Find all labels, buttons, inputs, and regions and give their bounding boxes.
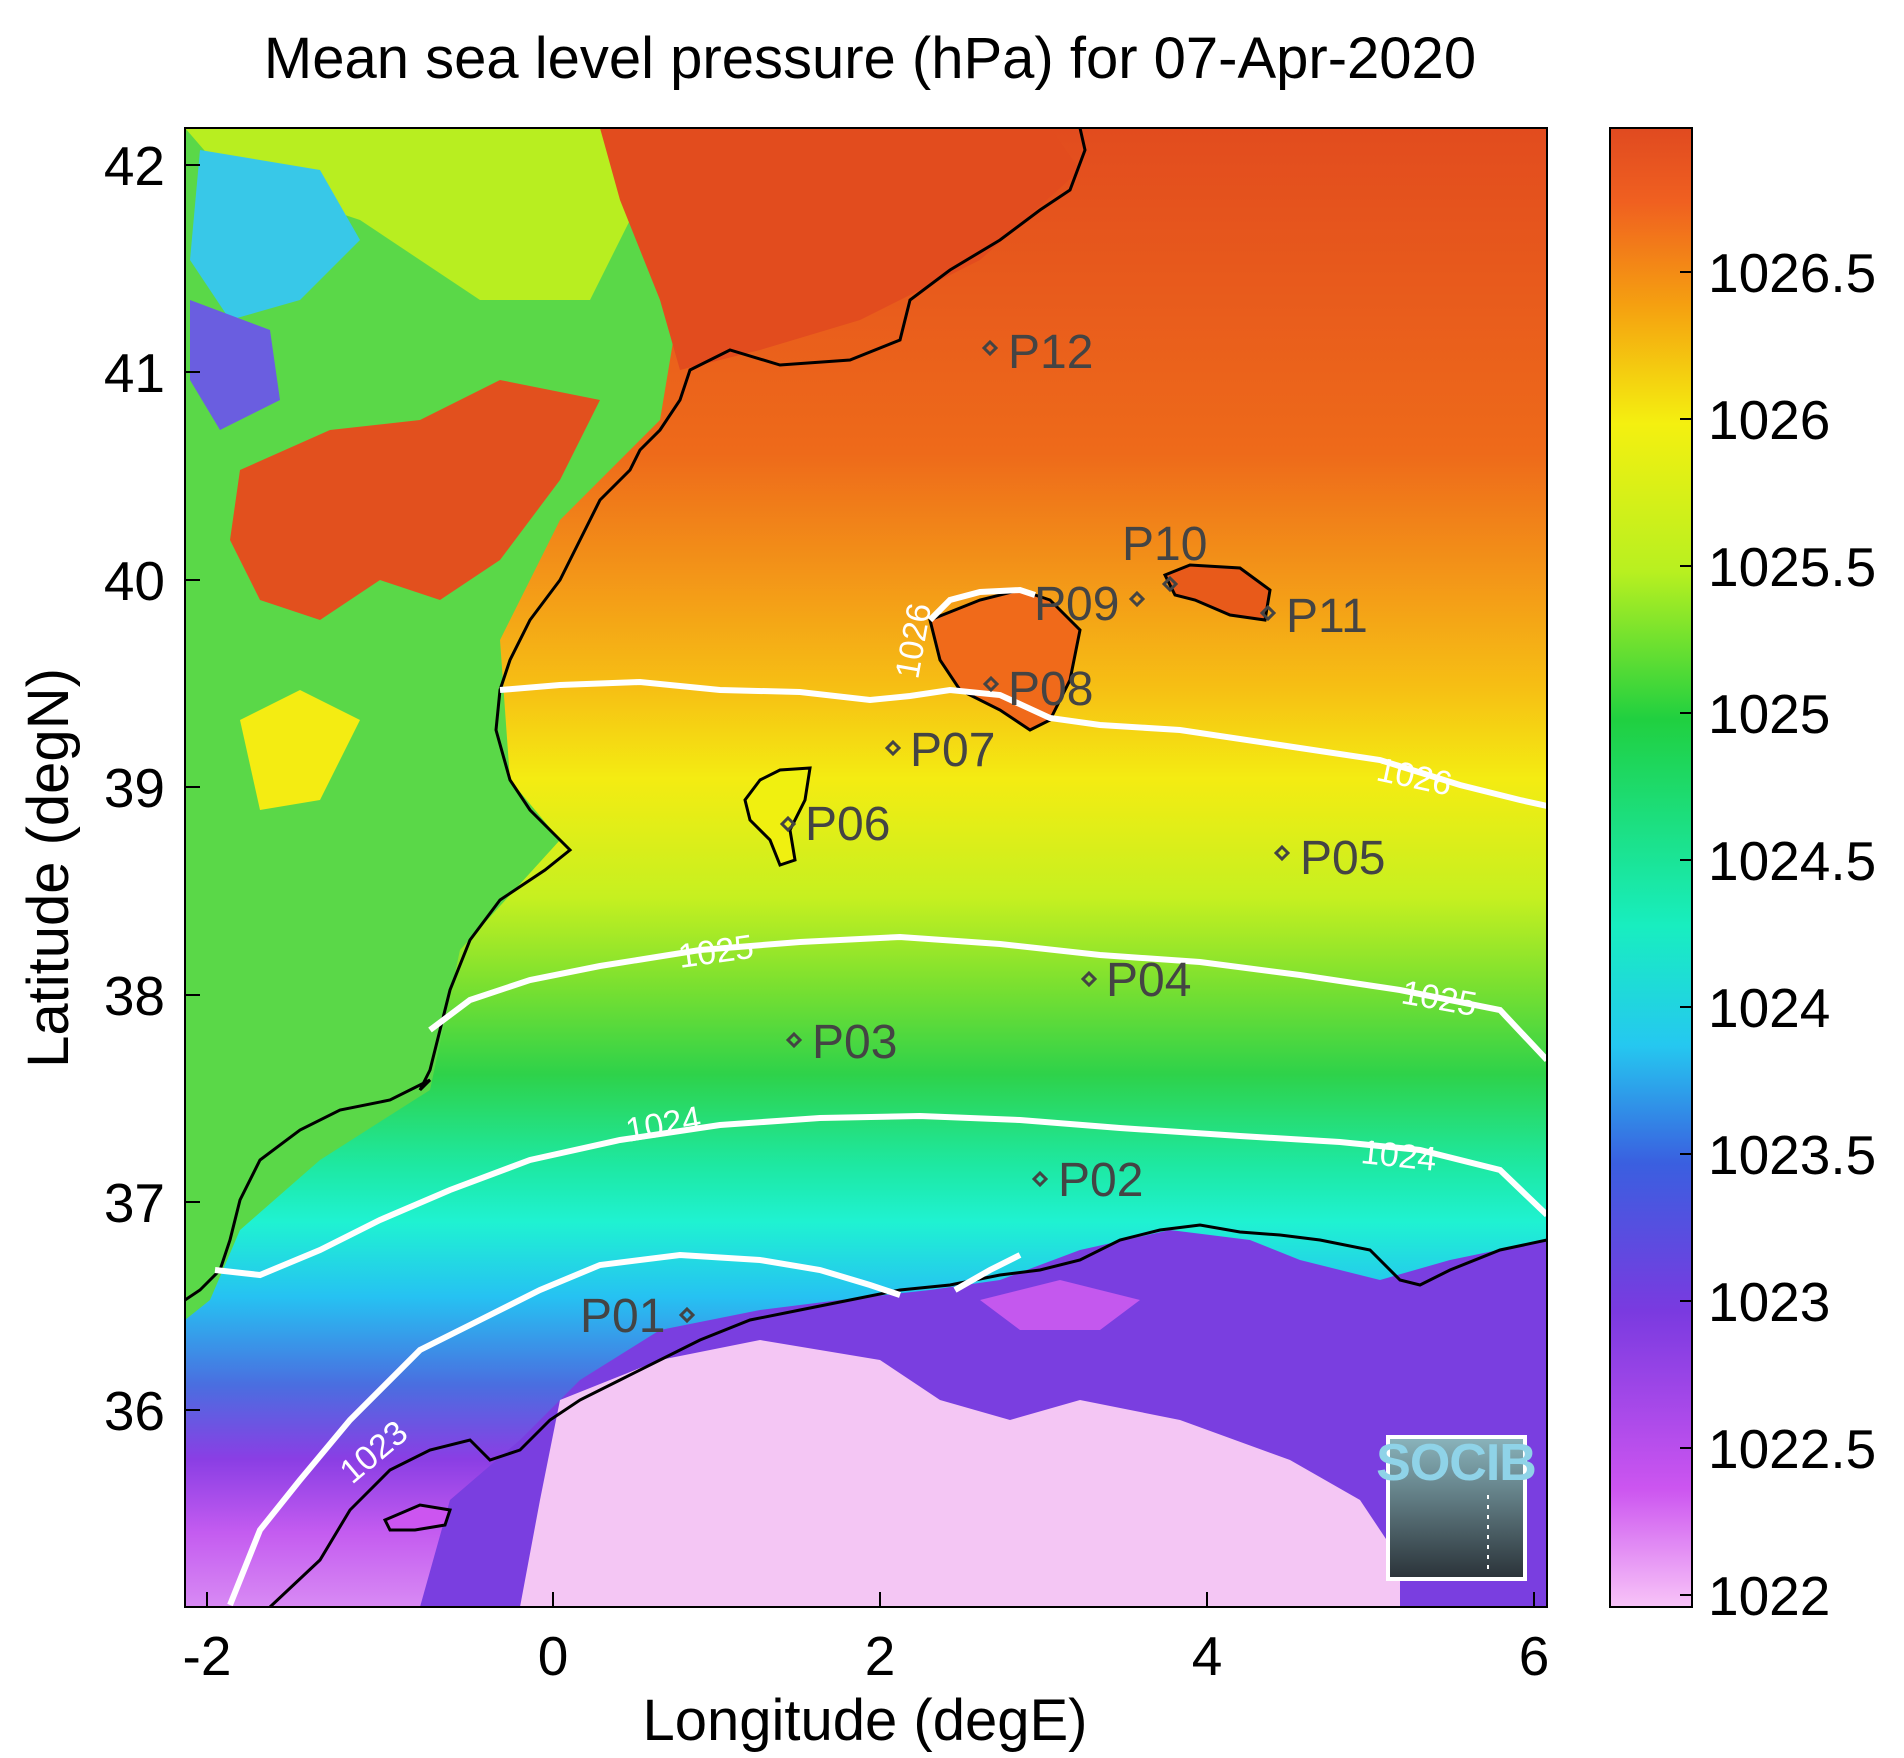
station-P06[interactable]: P06 (779, 798, 890, 851)
station-marker (982, 675, 1000, 693)
station-marker (779, 815, 797, 833)
station-marker (981, 339, 999, 357)
y-axis-label: Latitude (degN) (16, 668, 81, 1068)
colorbar-tick-label: 1024 (1708, 977, 1830, 1039)
land-low-west (190, 300, 280, 430)
socib-logo: SOCIB (1376, 1434, 1537, 1581)
station-marker (1273, 844, 1291, 862)
colorbar-tick-label: 1023 (1708, 1271, 1830, 1333)
land-high-northeast (600, 128, 1080, 370)
contour-1025 (428, 933, 1547, 1063)
station-label: P04 (1106, 954, 1191, 1007)
x-tick-label: -2 (183, 1625, 232, 1687)
x-tick-label: 4 (1192, 1625, 1223, 1687)
station-marker (884, 739, 902, 757)
iberian-coastline (185, 128, 1087, 1302)
station-label: P07 (910, 724, 995, 777)
station-P03[interactable]: P03 (785, 1016, 897, 1069)
colorbar-tick-label: 1022.5 (1708, 1418, 1876, 1480)
station-marker (1161, 575, 1179, 593)
x-tick-label: 6 (1519, 1625, 1550, 1687)
station-marker (785, 1031, 803, 1049)
station-marker (1031, 1170, 1049, 1188)
land-very-low-pink (520, 1340, 1400, 1607)
x-axis-label: Longitude (degE) (643, 1688, 1088, 1753)
station-P09[interactable]: P09 (1034, 578, 1146, 631)
station-label: P02 (1058, 1154, 1143, 1207)
contour-1026 (499, 678, 1547, 809)
land-patch-yellow (240, 690, 360, 810)
colorbar-tick-label: 1022 (1708, 1565, 1830, 1627)
colorbar: 1026.5 1026 1025.5 1025 1024.5 1024 1023… (1609, 127, 1876, 1627)
land-high-plateau (230, 380, 600, 620)
y-tick-label: 41 (104, 342, 165, 404)
ibiza-island (743, 766, 812, 867)
y-axis: 42 41 40 39 38 37 36 Latitude (degN) (16, 135, 200, 1442)
contour-1026-loop (927, 586, 1036, 623)
y-tick-label: 40 (104, 550, 165, 612)
station-P07[interactable]: P07 (884, 724, 995, 777)
station-label: P09 (1034, 578, 1119, 631)
station-label: P11 (1286, 590, 1368, 643)
alboran-island (382, 1503, 452, 1532)
station-label: P03 (812, 1016, 897, 1069)
x-tick-label: 0 (538, 1625, 569, 1687)
station-P04[interactable]: P04 (1080, 954, 1191, 1007)
contour-1023 (227, 1251, 901, 1607)
map-title: Mean sea level pressure (hPa) for 07-Apr… (264, 26, 1476, 91)
station-marker (1259, 604, 1277, 622)
menorca-island (1162, 563, 1272, 622)
station-label: P08 (1008, 663, 1093, 716)
station-label: P01 (580, 1290, 665, 1343)
station-label: P12 (1008, 326, 1093, 379)
logo-box (1386, 1435, 1527, 1581)
african-coastline (268, 1223, 1547, 1607)
y-tick-label: 42 (104, 135, 165, 197)
station-P05[interactable]: P05 (1273, 832, 1385, 885)
colorbar-tick-label: 1026.5 (1708, 242, 1876, 304)
y-tick-label: 38 (104, 965, 165, 1027)
station-marker (1128, 590, 1146, 608)
contour-1023-east (953, 1252, 1022, 1293)
colorbar-tick-label: 1025.5 (1708, 536, 1876, 598)
logo-text: SOCIB (1376, 1434, 1536, 1492)
land-low-northwest (190, 150, 360, 320)
station-P02[interactable]: P02 (1031, 1154, 1143, 1207)
station-P12[interactable]: P12 (981, 326, 1093, 379)
map-plot-area: 1023 1024 1024 1025 1025 1026 1026 P01 P… (185, 128, 1547, 1607)
station-P01[interactable]: P01 (580, 1290, 696, 1343)
y-tick-label: 37 (104, 1172, 165, 1234)
station-marker (678, 1306, 696, 1324)
station-label: P10 (1122, 518, 1207, 571)
contour-label-1024-right: 1024 (1359, 1133, 1438, 1179)
colorbar-tick-label: 1023.5 (1708, 1124, 1876, 1186)
x-tick-label: 2 (865, 1625, 896, 1687)
station-marker (1080, 970, 1098, 988)
x-axis: -2 0 2 4 6 Longitude (degE) (183, 1592, 1550, 1753)
colorbar-tick-label: 1025 (1708, 683, 1830, 745)
station-label: P05 (1300, 832, 1385, 885)
plot-frame (184, 127, 1548, 1608)
y-tick-label: 39 (104, 757, 165, 819)
colorbar-gradient (1609, 127, 1693, 1608)
station-P10[interactable]: P10 (1122, 518, 1207, 593)
contour-1024 (214, 1112, 1547, 1279)
colorbar-tick-label: 1024.5 (1708, 830, 1876, 892)
station-P11[interactable]: P11 (1259, 590, 1368, 643)
y-tick-label: 36 (104, 1380, 165, 1442)
land-low-patch (980, 1280, 1140, 1330)
station-label: P06 (805, 798, 890, 851)
station-P08[interactable]: P08 (982, 663, 1093, 716)
colorbar-tick-label: 1026 (1708, 389, 1830, 451)
